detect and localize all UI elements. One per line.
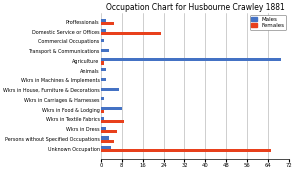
Bar	[101, 140, 114, 143]
Bar	[101, 68, 106, 71]
Legend: Males, Females: Males, Females	[250, 15, 286, 30]
Bar	[101, 110, 104, 113]
Bar	[101, 39, 104, 42]
Bar	[101, 58, 281, 61]
Bar	[101, 61, 104, 64]
Bar	[101, 130, 117, 133]
Bar	[101, 146, 111, 149]
Title: Occupation Chart for Husbourne Crawley 1881: Occupation Chart for Husbourne Crawley 1…	[106, 3, 284, 12]
Bar	[101, 32, 161, 35]
Bar	[101, 88, 119, 91]
Bar	[101, 107, 122, 110]
Bar	[101, 120, 124, 123]
Bar	[101, 29, 106, 32]
Bar	[101, 117, 104, 120]
Bar	[101, 97, 104, 100]
Bar	[101, 49, 109, 52]
Bar	[101, 22, 114, 25]
Bar	[101, 149, 271, 152]
Bar	[101, 136, 109, 140]
Bar	[101, 78, 106, 81]
Bar	[101, 127, 106, 130]
Bar	[101, 19, 106, 22]
